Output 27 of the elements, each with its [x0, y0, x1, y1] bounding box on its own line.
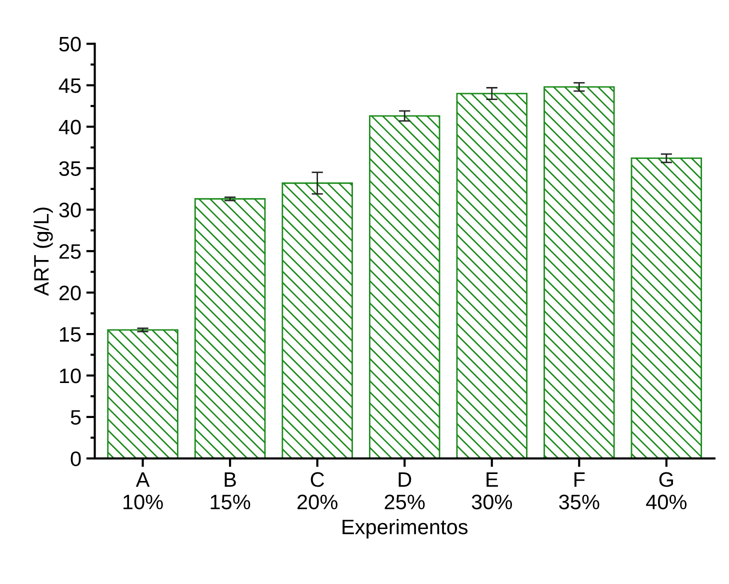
- x-tick-label: D 25%: [384, 472, 425, 510]
- bar: [107, 329, 178, 458]
- y-tick-label: 35: [59, 161, 81, 176]
- y-tick-label: 0: [70, 451, 81, 466]
- bar: [368, 115, 440, 458]
- x-tick-label: B 15%: [210, 472, 250, 510]
- y-tick-label: 45: [58, 78, 81, 94]
- bar: [282, 182, 353, 458]
- y-axis-title: ART (g/L): [33, 208, 53, 296]
- bar: [544, 86, 615, 458]
- bar: [194, 198, 266, 458]
- x-tick-label: G 40%: [646, 472, 687, 510]
- x-tick-label: A 10%: [124, 472, 163, 510]
- x-axis-title: Experimentos: [342, 519, 468, 538]
- y-tick-label: 50: [59, 36, 81, 52]
- y-tick-label: 20: [59, 286, 81, 300]
- bar: [630, 158, 702, 458]
- y-tick-label: 5: [70, 410, 81, 425]
- y-tick-label: 15: [60, 327, 81, 342]
- x-tick-label: E 30%: [472, 472, 512, 510]
- y-tick-label: 25: [59, 244, 81, 259]
- y-tick-label: 30: [59, 202, 81, 218]
- x-tick-label: C 20%: [298, 472, 338, 510]
- y-tick-label: 40: [58, 120, 81, 134]
- y-tick-label: 10: [60, 368, 81, 384]
- bar: [456, 92, 528, 458]
- x-tick-label: F 35%: [559, 472, 600, 510]
